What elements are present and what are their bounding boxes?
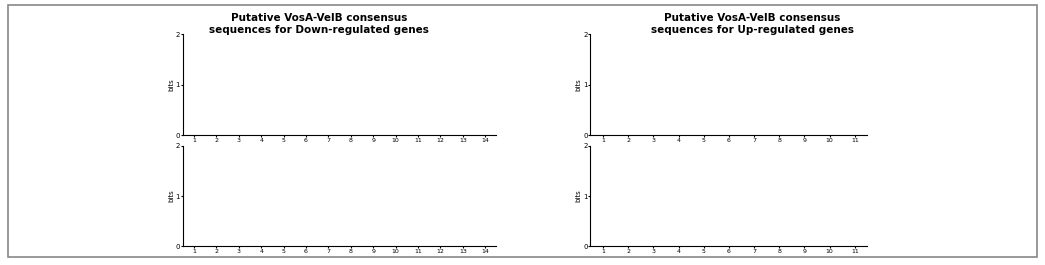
Y-axis label: bits: bits bbox=[168, 78, 175, 91]
Y-axis label: bits: bits bbox=[576, 190, 582, 202]
Y-axis label: bits: bits bbox=[576, 78, 582, 91]
Text: Putative VosA-VelB consensus
sequences for Up-regulated genes: Putative VosA-VelB consensus sequences f… bbox=[651, 13, 854, 35]
Y-axis label: bits: bits bbox=[168, 190, 175, 202]
Text: Putative VosA-VelB consensus
sequences for Down-regulated genes: Putative VosA-VelB consensus sequences f… bbox=[209, 13, 428, 35]
